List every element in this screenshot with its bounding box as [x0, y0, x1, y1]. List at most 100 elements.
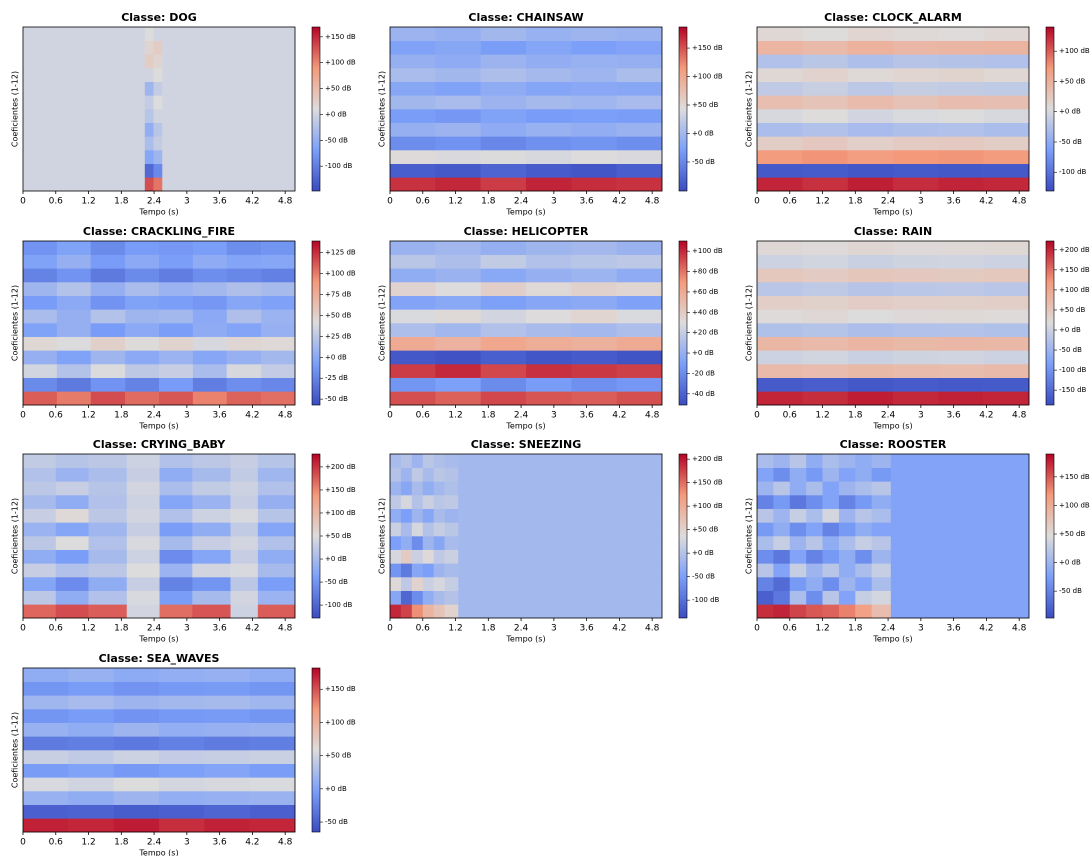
- heatmap-cell: [802, 364, 848, 378]
- heatmap-cell: [192, 563, 231, 577]
- heatmap-cell: [423, 604, 434, 618]
- heatmap-cell: [160, 454, 193, 468]
- heatmap-cell: [159, 350, 193, 364]
- heatmap-cell: [434, 509, 445, 523]
- heatmap-cell: [56, 536, 89, 550]
- heatmap-cell: [159, 255, 193, 269]
- heatmap-cell: [68, 805, 114, 819]
- heatmap-cell: [526, 54, 572, 68]
- heatmap-cell: [481, 150, 527, 164]
- heatmap-cell: [823, 577, 840, 591]
- colorbar-tick-label: +150 dB: [1059, 473, 1090, 481]
- heatmap-cell: [125, 350, 159, 364]
- x-tick-label: 0: [387, 197, 393, 207]
- heatmap-cell: [390, 350, 436, 364]
- heatmap-cell: [435, 268, 481, 282]
- heatmap-cell: [412, 509, 423, 523]
- x-tick-label: 0: [387, 624, 393, 634]
- heatmap-cell: [435, 391, 481, 405]
- heatmap-cell: [802, 123, 848, 137]
- heatmap-cell: [855, 563, 872, 577]
- heatmap-cell: [258, 536, 295, 550]
- colorbar-tick-label: -50 dB: [1059, 587, 1082, 595]
- heatmap-cell: [434, 550, 445, 564]
- heatmap-cell: [893, 350, 939, 364]
- heatmap-cell: [91, 296, 126, 310]
- heatmap-cell: [23, 309, 57, 323]
- heatmap-cell: [412, 481, 423, 495]
- x-axis-label: Tempo (s): [138, 849, 178, 856]
- x-tick-label: 4.2: [245, 838, 259, 848]
- heatmap-cell: [68, 668, 114, 682]
- heatmap-cell: [435, 282, 481, 296]
- x-tick-label: 3: [918, 624, 924, 634]
- heatmap-cell: [127, 550, 160, 564]
- x-tick-label: 3: [918, 411, 924, 421]
- heatmap-cell: [390, 591, 401, 605]
- heatmap-cell: [848, 95, 894, 109]
- heatmap-cell: [855, 604, 872, 618]
- y-axis-label: Coeficientes (1-12): [11, 285, 20, 361]
- heatmap-cell: [159, 764, 205, 778]
- heatmap-cell: [458, 563, 662, 577]
- heatmap-cell: [390, 255, 436, 269]
- heatmap-cell: [757, 123, 803, 137]
- heatmap-cell: [848, 350, 894, 364]
- heatmap-cell: [872, 509, 891, 523]
- heatmap-cell: [114, 764, 160, 778]
- heatmap-cell: [114, 805, 160, 819]
- heatmap-cell: [891, 563, 1029, 577]
- x-tick-label: 3.6: [946, 624, 961, 634]
- heatmap-cell: [839, 536, 856, 550]
- heatmap-cell: [848, 323, 894, 337]
- heatmap-cell: [984, 255, 1030, 269]
- heatmap-cell: [56, 577, 89, 591]
- heatmap-cell: [773, 468, 790, 482]
- x-tick-label: 1.8: [481, 624, 496, 634]
- heatmap-cell: [938, 27, 984, 41]
- heatmap-cell: [23, 241, 57, 255]
- x-tick-label: 4.8: [1012, 624, 1027, 634]
- x-tick-label: 3.6: [212, 624, 227, 634]
- heatmap-cell: [893, 54, 939, 68]
- x-axis-label: Tempo (s): [138, 208, 178, 217]
- heatmap-cell: [231, 577, 259, 591]
- heatmap-cell: [145, 123, 154, 137]
- x-tick-label: 1.8: [848, 624, 863, 634]
- x-tick-label: 2.4: [147, 838, 162, 848]
- heatmap-cell: [162, 109, 295, 123]
- heatmap-cell: [192, 509, 231, 523]
- heatmap-cell: [773, 550, 790, 564]
- heatmap-cell: [250, 750, 296, 764]
- heatmap-cell: [458, 604, 662, 618]
- x-tick-label: 1.8: [114, 624, 129, 634]
- colorbar-tick-label: +150 dB: [325, 33, 356, 41]
- heatmap-cell: [893, 268, 939, 282]
- heatmap-cell: [848, 391, 894, 405]
- heatmap-cell: [526, 123, 572, 137]
- heatmap-cell: [938, 309, 984, 323]
- heatmap-cell: [984, 109, 1030, 123]
- heatmap-cell: [125, 323, 159, 337]
- x-tick-label: 4.8: [1012, 197, 1027, 207]
- heatmap-cell: [125, 268, 159, 282]
- heatmap-cell: [848, 136, 894, 150]
- heatmap-cell: [91, 268, 126, 282]
- colorbar-tick-label: +150 dB: [1059, 266, 1090, 274]
- x-tick-label: 4.2: [979, 197, 993, 207]
- heatmap-cell: [757, 391, 803, 405]
- heatmap-cell: [390, 323, 436, 337]
- heatmap-cell: [571, 68, 617, 82]
- colorbar-tick-label: +20 dB: [692, 329, 718, 337]
- heatmap-cell: [526, 337, 572, 351]
- x-tick-label: 3: [184, 838, 190, 848]
- heatmap-cell: [481, 391, 527, 405]
- colorbar-tick-label: -100 dB: [1059, 168, 1087, 176]
- heatmap-cell: [893, 95, 939, 109]
- colorbar-tick-label: +0 dB: [692, 549, 714, 557]
- heatmap-cell: [23, 750, 69, 764]
- heatmap-cell: [231, 604, 259, 618]
- heatmap-cell: [984, 323, 1030, 337]
- heatmap-cell: [848, 364, 894, 378]
- heatmap-cell: [258, 454, 295, 468]
